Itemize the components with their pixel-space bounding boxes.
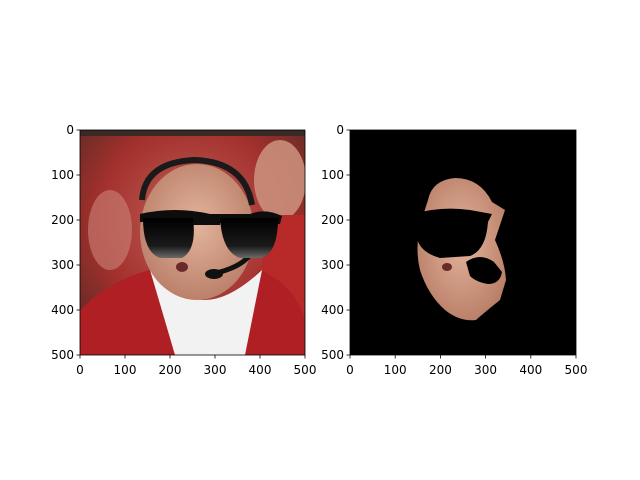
right-panel: 0 100 200 300 400 500 0 100 200 300 400 500 [321,123,587,377]
x-tick-label: 0 [346,363,354,377]
right-axes-frame [349,129,577,356]
right-yaxis: 0 100 200 300 400 500 [321,123,350,362]
x-tick-label: 500 [565,363,588,377]
right-xaxis: 0 100 200 300 400 500 [346,355,587,377]
y-tick-label: 400 [321,303,344,317]
y-tick-label: 0 [66,123,74,137]
x-tick-label: 200 [429,363,452,377]
left-yaxis: 0 100 200 300 400 500 [51,123,80,362]
left-axes-frame [79,129,306,356]
x-tick-label: 300 [474,363,497,377]
x-tick-label: 0 [76,363,84,377]
y-tick-label: 400 [51,303,74,317]
x-tick-label: 300 [204,363,227,377]
x-tick-label: 100 [384,363,407,377]
x-tick-label: 400 [519,363,542,377]
y-tick-label: 100 [321,168,344,182]
x-tick-label: 500 [294,363,317,377]
masked-face-image [350,130,576,355]
y-tick-label: 500 [321,348,344,362]
y-tick-label: 300 [321,258,344,272]
x-tick-label: 200 [159,363,182,377]
y-tick-label: 200 [321,213,344,227]
y-tick-label: 300 [51,258,74,272]
y-tick-label: 200 [51,213,74,227]
y-tick-label: 0 [336,123,344,137]
x-tick-label: 400 [249,363,272,377]
y-tick-label: 500 [51,348,74,362]
y-tick-label: 100 [51,168,74,182]
x-tick-label: 100 [114,363,137,377]
left-panel: 0 100 200 300 400 500 0 100 200 300 400 500 [51,123,316,377]
left-xaxis: 0 100 200 300 400 500 [76,355,316,377]
photo-image [80,130,305,355]
sunglasses-icon [140,210,282,258]
